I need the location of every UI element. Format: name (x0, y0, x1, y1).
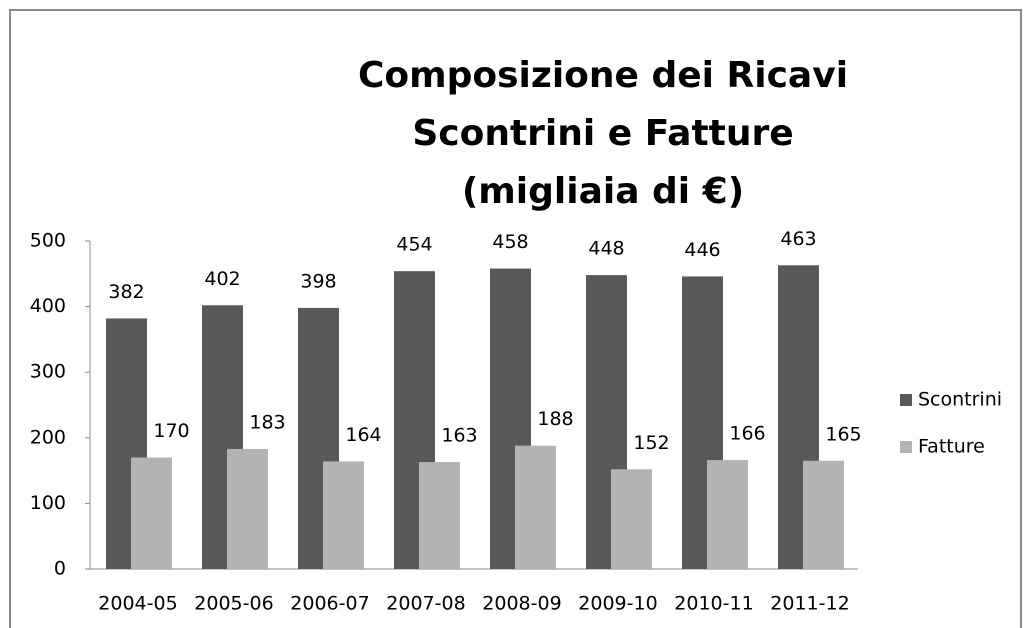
y-tick-label: 100 (30, 492, 66, 514)
y-tick-label: 0 (54, 558, 66, 580)
data-label: 163 (441, 425, 477, 447)
y-tick-label: 300 (30, 361, 66, 383)
chart-title: Composizione dei Ricavi (358, 55, 848, 96)
x-tick-label: 2007-08 (386, 593, 465, 615)
data-label: 454 (396, 234, 432, 256)
x-tick-label: 2006-07 (290, 593, 369, 615)
legend-swatch (900, 394, 912, 406)
legend-swatch (900, 441, 912, 453)
data-label: 398 (300, 270, 336, 292)
x-tick-label: 2009-10 (578, 593, 657, 615)
data-label: 170 (153, 420, 189, 442)
bar (227, 448, 268, 569)
bar (611, 469, 652, 569)
legend-label: Fatture (918, 436, 985, 458)
data-label: 448 (588, 238, 624, 260)
x-tick-label: 2005-06 (194, 593, 273, 615)
data-label: 183 (249, 411, 285, 433)
chart-title: (migliaia di €) (462, 171, 744, 212)
bar (419, 462, 460, 569)
x-tick-label: 2010-11 (674, 593, 753, 615)
data-label: 166 (729, 423, 765, 445)
bar (803, 460, 844, 569)
data-label: 446 (684, 239, 720, 261)
data-label: 458 (492, 231, 528, 253)
chart-frame (9, 9, 1022, 628)
data-label: 463 (780, 228, 816, 250)
x-tick-label: 2008-09 (482, 593, 561, 615)
chart-title: Scontrini e Fatture (412, 113, 793, 154)
data-label: 382 (108, 281, 144, 303)
x-tick-label: 2011-12 (770, 593, 849, 615)
bar (707, 460, 748, 569)
x-tick-label: 2004-05 (98, 593, 177, 615)
y-tick-label: 500 (30, 230, 66, 252)
data-label: 165 (825, 423, 861, 445)
data-label: 402 (204, 268, 240, 290)
y-tick-label: 200 (30, 426, 66, 448)
bar (323, 461, 364, 569)
bar (515, 445, 556, 569)
y-tick-label: 400 (30, 295, 66, 317)
legend-label: Scontrini (918, 389, 1002, 411)
data-label: 188 (537, 408, 573, 430)
bar (131, 457, 172, 569)
data-label: 152 (633, 432, 669, 454)
data-label: 164 (345, 424, 381, 446)
